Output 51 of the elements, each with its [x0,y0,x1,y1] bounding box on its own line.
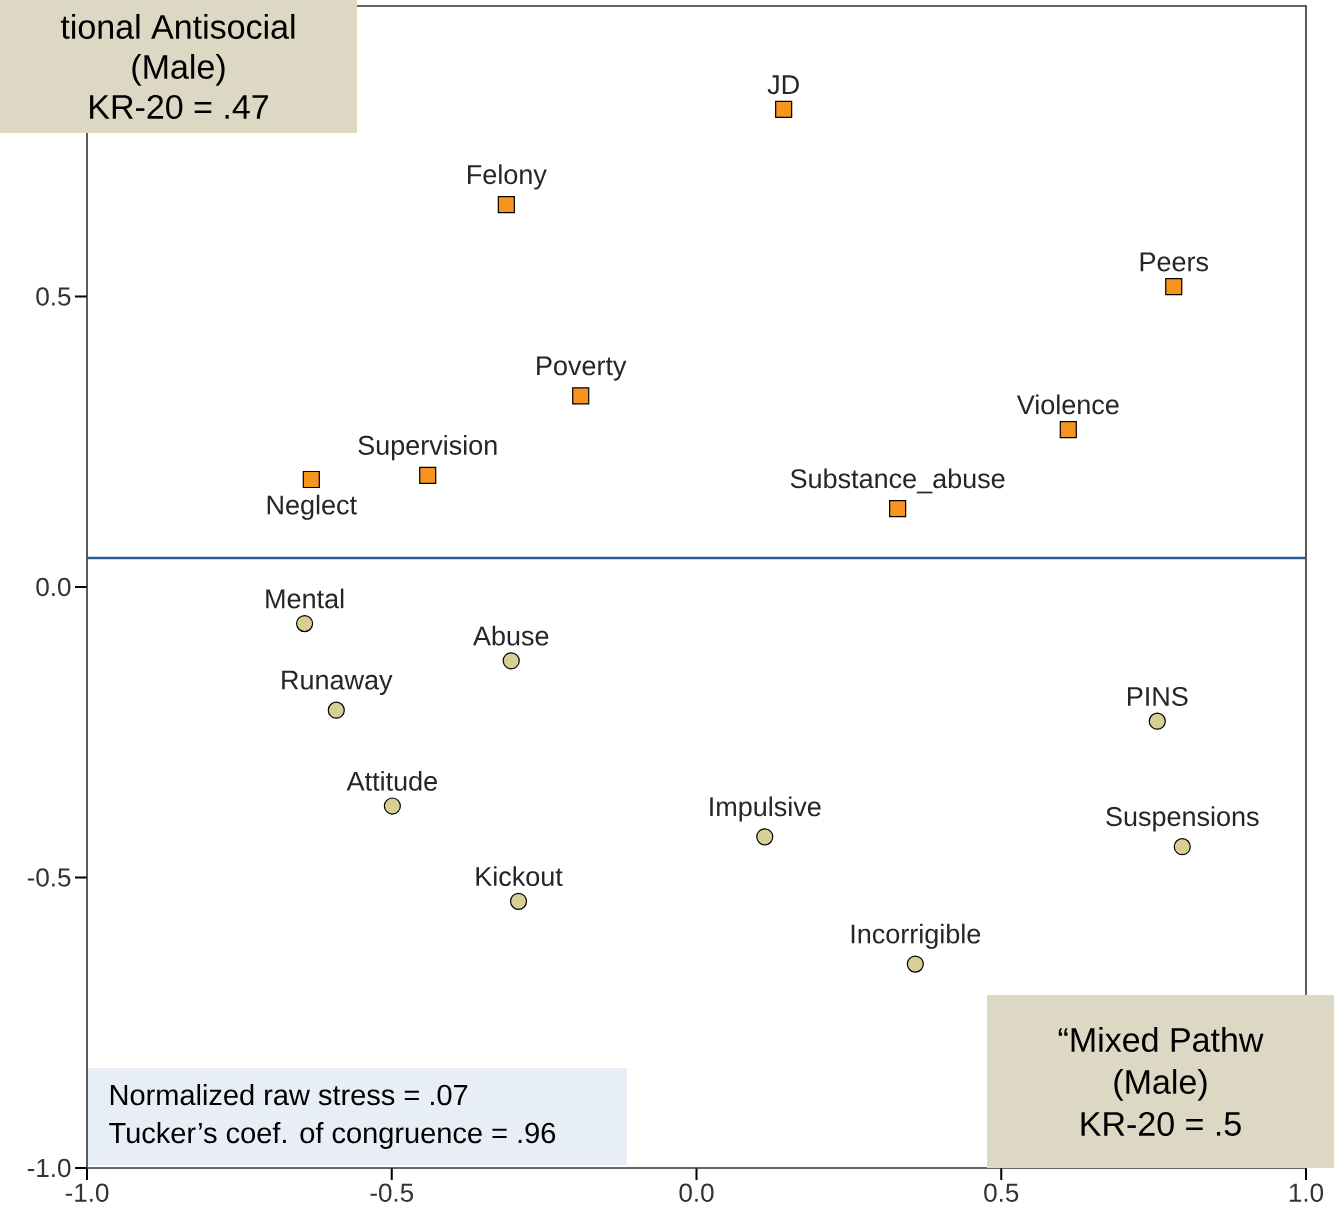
annotation: (Male) [132,54,225,86]
annotation: Impulsive [710,796,821,822]
annotation: Runaway [282,670,393,695]
point [1059,420,1077,439]
point [1148,712,1166,730]
x-tick-label: 0.0 [679,1183,714,1202]
point [383,797,401,815]
x-tick-label: -0.5 [370,1183,414,1202]
point [497,196,515,214]
point [775,100,793,119]
x-tick-label: -1.0 [65,1183,109,1202]
annotation: KR-20 = .5 [1081,1111,1241,1136]
point [502,652,520,670]
annotation: Substance_abuse [790,468,1005,494]
point [572,387,590,405]
point [509,892,528,910]
annotation: (Male) [1114,1069,1207,1101]
annotation: Normalized raw stress = .07 [110,1083,468,1106]
x-tick-label: 0.5 [984,1183,1019,1202]
annotation: Felony [468,164,547,190]
annotation: KR-20 = .47 [90,94,268,119]
point [302,470,320,489]
y-tick-label: -0.5 [27,868,71,887]
annotation: Tucker’s coef. of congruence = .96 [109,1121,556,1149]
y-tick-label: -1.0 [27,1158,71,1178]
annotation: Mental [266,588,344,609]
point [419,466,437,485]
point [327,701,345,719]
point [906,955,924,973]
point [756,828,774,846]
x-tick-label: 1.0 [1289,1183,1324,1202]
annotation: “Mixed Pathw [1058,1027,1264,1052]
annotation: Supervision [358,435,497,461]
annotation: Abuse [472,625,549,646]
annotation: Incorrigible [851,923,981,949]
annotation: Poverty [537,356,627,381]
annotation: Peers [1140,252,1209,272]
annotation: Attitude [346,770,437,791]
annotation: Suspensions [1106,806,1259,832]
annotation: JD [767,75,799,95]
annotation: Violence [1016,394,1119,415]
annotation: PINS [1127,686,1188,706]
annotation: Neglect [267,494,357,520]
point [1165,278,1183,296]
point [1173,838,1191,856]
annotation: Kickout [476,866,563,887]
point [295,614,314,633]
point [889,499,907,518]
y-tick-label: 0.5 [36,287,71,306]
annotation: tional Antisocial [60,14,295,39]
y-tick-label: 0.0 [36,577,71,597]
